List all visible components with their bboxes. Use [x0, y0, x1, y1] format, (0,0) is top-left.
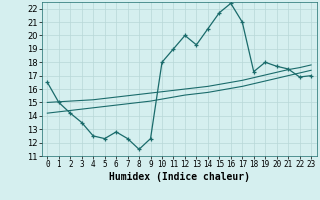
X-axis label: Humidex (Indice chaleur): Humidex (Indice chaleur): [109, 172, 250, 182]
